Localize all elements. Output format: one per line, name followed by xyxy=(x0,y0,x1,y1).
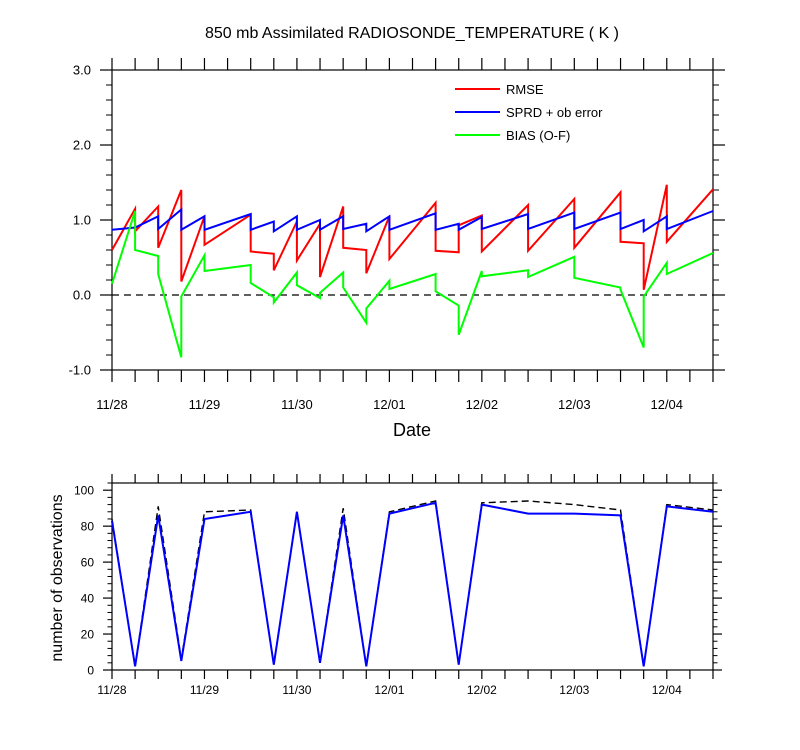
bottom-plot-frame xyxy=(111,482,714,671)
bottom-series-possible-observations-line xyxy=(111,500,714,667)
top-x-tick-label: 12/02 xyxy=(466,397,499,412)
top-y-tick-label: 3.0 xyxy=(73,63,91,78)
legend-label-rmse: RMSE xyxy=(506,82,544,97)
top-x-tick-label: 12/04 xyxy=(650,397,683,412)
bottom-chart-ylabel: number of observations xyxy=(49,494,66,661)
bottom-x-tick-label: 11/29 xyxy=(190,683,219,697)
bottom-y-tick-label: 100 xyxy=(74,484,94,498)
bottom-y-tick-label: 40 xyxy=(81,592,95,606)
top-x-tick-label: 11/30 xyxy=(281,397,313,412)
top-series-rmse-line xyxy=(111,184,714,291)
bottom-y-tick-label: 0 xyxy=(87,664,94,678)
top-x-tick-label: 12/03 xyxy=(558,397,591,412)
bottom-y-tick-label: 20 xyxy=(81,628,95,642)
top-chart-title: 850 mb Assimilated RADIOSONDE_TEMPERATUR… xyxy=(205,25,619,42)
bottom-y-tick-label: 80 xyxy=(81,520,95,534)
bottom-x-tick-label: 11/30 xyxy=(282,683,311,697)
bottom-x-tick-label: 12/02 xyxy=(467,683,497,697)
bottom-series-assimilated-observations-line xyxy=(111,501,714,667)
top-y-tick-label: -1.0 xyxy=(69,363,91,378)
top-x-tick-label: 11/29 xyxy=(189,397,221,412)
top-y-tick-label: 2.0 xyxy=(73,138,91,153)
top-y-tick-label: 1.0 xyxy=(73,213,91,228)
bottom-x-tick-label: 12/01 xyxy=(374,683,404,697)
bottom-y-tick-label: 60 xyxy=(81,556,95,570)
top-chart: 11/28 11/29 11/30 12/01 12/02 12/03 12/04 -1.0 0… xyxy=(69,58,725,412)
top-y-tick-label: 0.0 xyxy=(73,288,91,303)
top-x-tick-label: 12/01 xyxy=(373,397,406,412)
legend-label-bias-o-f: BIAS (O-F) xyxy=(506,128,570,143)
top-x-tick-label: 11/28 xyxy=(96,397,128,412)
top-series-bias-o-f-line xyxy=(111,210,714,358)
bottom-x-tick-label: 12/03 xyxy=(559,683,589,697)
legend-label-sprd-ob-error: SPRD + ob error xyxy=(506,105,603,120)
bottom-chart: 11/28 11/29 11/30 12/01 12/02 12/03 12/04 0 20 40… xyxy=(74,474,722,697)
top-chart-xlabel: Date xyxy=(393,420,431,440)
bottom-x-tick-label: 11/28 xyxy=(97,683,126,697)
bottom-x-tick-label: 12/04 xyxy=(652,683,682,697)
